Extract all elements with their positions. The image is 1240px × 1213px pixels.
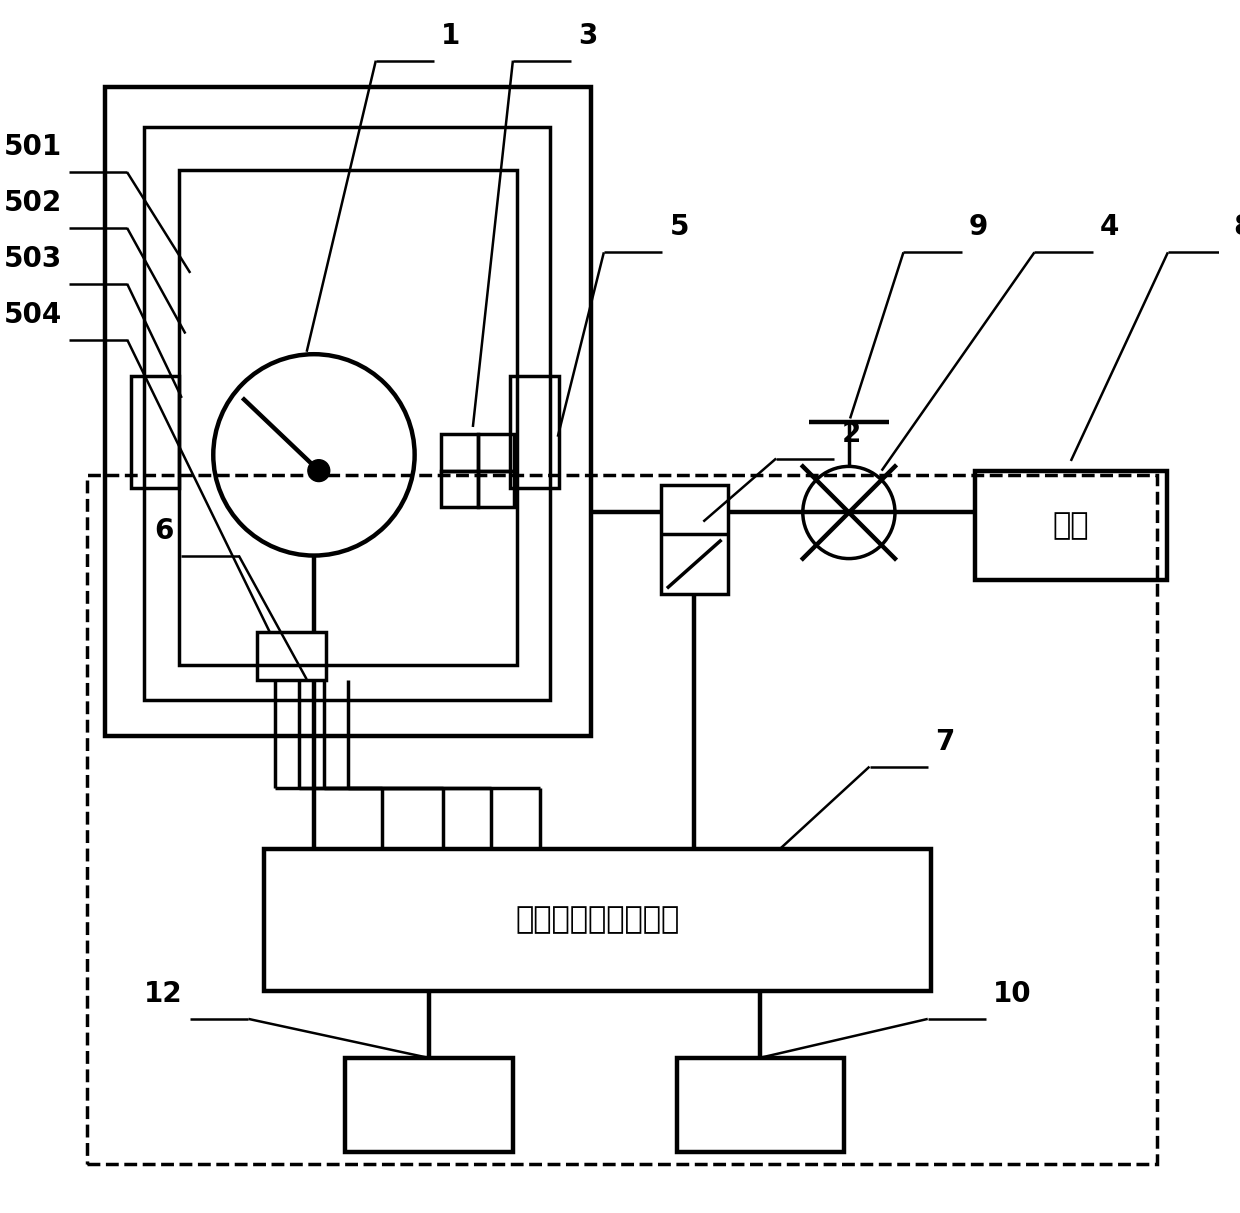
- Bar: [477, 471, 515, 507]
- Bar: [346, 1058, 513, 1152]
- Text: 5: 5: [670, 213, 689, 241]
- Text: 8: 8: [1234, 213, 1240, 241]
- Bar: [264, 849, 931, 991]
- Bar: [180, 170, 517, 665]
- Bar: [257, 632, 326, 680]
- Text: 4: 4: [1100, 213, 1120, 241]
- Bar: [441, 471, 477, 507]
- Circle shape: [308, 460, 330, 482]
- Text: 503: 503: [4, 245, 62, 273]
- Text: 计算机数据处理系纟: 计算机数据处理系纟: [516, 906, 680, 934]
- Text: 9: 9: [968, 213, 988, 241]
- Bar: [677, 1058, 844, 1152]
- Text: 1: 1: [441, 22, 460, 50]
- Text: 气源: 气源: [1053, 511, 1089, 540]
- Bar: [477, 434, 515, 471]
- Text: 3: 3: [578, 22, 598, 50]
- Text: 7: 7: [935, 728, 955, 756]
- Bar: [661, 485, 728, 594]
- Text: 6: 6: [154, 517, 174, 545]
- Text: 501: 501: [4, 133, 62, 161]
- Bar: [975, 471, 1167, 580]
- Bar: [144, 127, 551, 700]
- Text: 10: 10: [993, 980, 1032, 1008]
- Bar: [105, 87, 590, 736]
- Bar: [130, 376, 180, 488]
- Bar: [441, 434, 477, 471]
- Text: 2: 2: [842, 420, 861, 448]
- Text: 12: 12: [144, 980, 184, 1008]
- Text: 502: 502: [4, 189, 62, 217]
- Bar: [511, 376, 559, 488]
- Text: 504: 504: [4, 301, 62, 329]
